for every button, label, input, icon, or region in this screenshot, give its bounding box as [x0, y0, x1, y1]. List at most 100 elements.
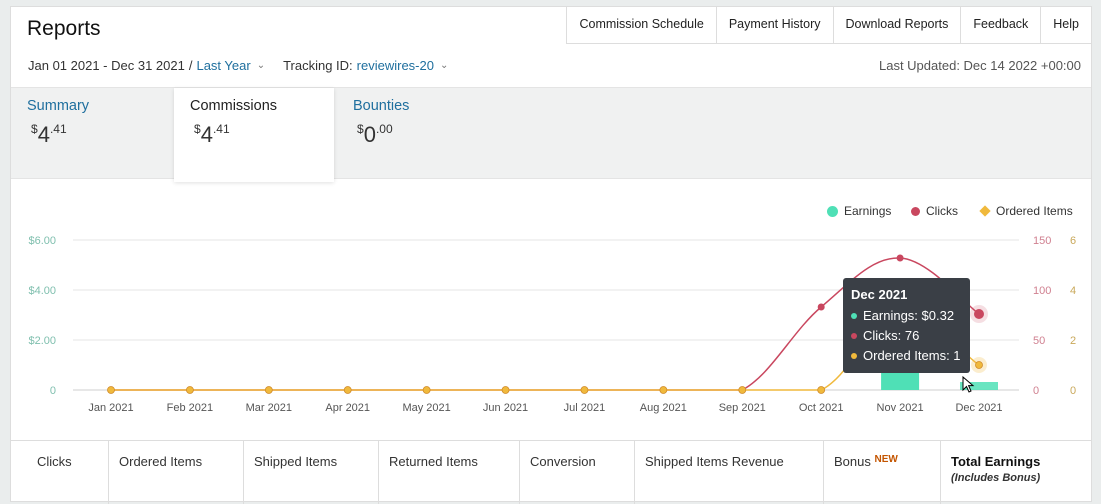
summary-amount: $4.41	[31, 122, 67, 148]
reports-panel: Reports Commission Schedule Payment Hist…	[10, 6, 1092, 504]
bounties-currency: $	[357, 122, 364, 136]
summary-whole: 4	[37, 122, 50, 147]
x-tick-label: Jun 2021	[483, 402, 528, 414]
y-right-clicks-tick-label: 100	[1033, 285, 1051, 297]
ordered-items-point	[817, 386, 826, 394]
y-right-ordered-tick-label: 6	[1070, 235, 1076, 247]
tooltip-clicks: Clicks: 76	[863, 328, 920, 343]
feedback-link[interactable]: Feedback	[961, 7, 1042, 43]
help-link[interactable]: Help	[1053, 17, 1079, 31]
tooltip-earnings-dot	[851, 312, 857, 319]
tooltip-clicks-dot	[851, 332, 857, 339]
ordered-items-point	[501, 386, 510, 394]
chart-tooltip: Dec 2021 Earnings: $0.32 Clicks: 76 Orde…	[843, 278, 970, 373]
ordered-items-point	[343, 386, 352, 394]
payment-history-link[interactable]: Payment History	[717, 7, 834, 43]
top-nav: Commission Schedule Payment History Down…	[566, 7, 1091, 44]
bounties-whole: 0	[363, 122, 376, 147]
y-left-tick-label: 0	[50, 385, 56, 397]
legend-ordered-items[interactable]: Ordered Items	[979, 204, 1073, 218]
tracking-id-dropdown[interactable]: reviewires-20	[356, 58, 434, 73]
tooltip-ordered-dot	[851, 352, 857, 359]
commissions-currency: $	[194, 122, 201, 136]
x-tick-label: Apr 2021	[325, 402, 370, 414]
earnings-chart: $6.00 $4.00 $2.00 0 150 100 50 0 6 4 2 0 Jan 2021 Feb…	[28, 235, 1076, 414]
bounties-cents: .00	[375, 122, 393, 136]
col-shipped-items-revenue[interactable]: Shipped Items Revenue	[635, 441, 824, 504]
date-preset-dropdown[interactable]: Last Year	[196, 58, 251, 73]
legend-earnings-label: Earnings	[844, 204, 892, 218]
legend-clicks[interactable]: Clicks	[911, 204, 958, 218]
summary-currency: $	[31, 122, 38, 136]
col-bonus[interactable]: Bonus NEW	[824, 441, 941, 504]
download-reports-link[interactable]: Download Reports	[834, 7, 962, 43]
tab-bounties[interactable]: Bounties $0.00	[337, 88, 497, 178]
tooltip-clicks-row: Clicks: 76	[851, 328, 919, 343]
col-conversion-label: Conversion	[530, 454, 596, 469]
y-left-tick-label: $4.00	[28, 285, 56, 297]
tab-commissions-label: Commissions	[190, 98, 278, 114]
ordered-items-point	[107, 386, 115, 394]
legend-ordered-label: Ordered Items	[996, 204, 1073, 218]
metrics-table-header: Clicks Ordered Items Shipped Items Retur…	[11, 440, 1091, 504]
last-updated-text: Last Updated: Dec 14 2022 +00:00	[878, 58, 1081, 73]
y-left-tick-label: $6.00	[28, 235, 56, 247]
x-tick-label: Jul 2021	[564, 402, 606, 414]
new-badge: NEW	[874, 454, 898, 465]
summary-cents: .41	[49, 122, 67, 136]
tooltip-ordered: Ordered Items: 1	[863, 348, 961, 363]
col-clicks-label: Clicks	[37, 454, 72, 469]
y-right-ordered-tick-label: 0	[1070, 385, 1076, 397]
col-total-earnings-sub: (Includes Bonus)	[951, 472, 1041, 484]
col-clicks[interactable]: Clicks	[11, 441, 109, 504]
col-ordered-items[interactable]: Ordered Items	[109, 441, 244, 504]
ordered-items-point	[580, 386, 589, 394]
col-total-earnings[interactable]: Total Earnings (Includes Bonus)	[941, 441, 1091, 504]
col-shipped-items-label: Shipped Items	[254, 454, 338, 469]
y-right-clicks-tick-label: 150	[1033, 235, 1051, 247]
x-tick-label: Jan 2021	[88, 402, 133, 414]
page-title: Reports	[27, 17, 101, 40]
tab-summary[interactable]: Summary $4.41	[11, 88, 173, 178]
ordered-items-point	[738, 386, 747, 394]
earnings-bar	[960, 382, 998, 390]
bounties-amount: $0.00	[357, 122, 393, 148]
col-shipped-revenue-label: Shipped Items Revenue	[645, 454, 784, 469]
legend-clicks-swatch	[911, 206, 920, 216]
report-tabs: Summary $4.41 Commissions $4.41 Bounties…	[11, 87, 1091, 182]
commission-schedule-link[interactable]: Commission Schedule	[567, 7, 717, 43]
clicks-point	[817, 303, 825, 311]
ordered-items-point	[975, 361, 983, 369]
ordered-items-point	[659, 386, 668, 394]
chevron-down-icon[interactable]: ⌄	[256, 60, 266, 71]
x-tick-label: Sep 2021	[719, 402, 766, 414]
col-conversion[interactable]: Conversion	[520, 441, 635, 504]
tooltip-earnings-row: Earnings: $0.32	[851, 308, 954, 323]
ordered-items-point	[186, 386, 194, 394]
ordered-items-point	[264, 386, 273, 394]
commissions-amount: $4.41	[194, 122, 230, 148]
y-right-ordered-tick-label: 4	[1070, 285, 1076, 297]
date-range-text: Jan 01 2021 - Dec 31 2021	[28, 58, 185, 73]
tab-summary-label: Summary	[27, 98, 90, 114]
chevron-down-icon[interactable]: ⌄	[439, 60, 449, 71]
clicks-point	[896, 254, 904, 262]
col-ordered-items-label: Ordered Items	[119, 454, 203, 469]
x-tick-label: May 2021	[402, 402, 450, 414]
legend-clicks-label: Clicks	[926, 204, 958, 218]
tracking-id-label: Tracking ID:	[283, 58, 353, 73]
x-tick-label: Aug 2021	[640, 402, 687, 414]
col-bonus-label: Bonus	[834, 454, 871, 469]
y-left-tick-label: $2.00	[28, 335, 56, 347]
ordered-items-point	[422, 386, 431, 394]
col-shipped-items[interactable]: Shipped Items	[244, 441, 379, 504]
x-tick-label: Feb 2021	[167, 402, 213, 414]
y-right-clicks-tick-label: 0	[1033, 385, 1039, 397]
legend-earnings[interactable]: Earnings	[827, 204, 891, 218]
x-tick-label: Nov 2021	[877, 402, 924, 414]
col-returned-items[interactable]: Returned Items	[379, 441, 520, 504]
x-tick-label: Mar 2021	[246, 402, 292, 414]
clicks-point	[974, 309, 984, 319]
x-tick-label: Dec 2021	[955, 402, 1002, 414]
tab-commissions[interactable]: Commissions $4.41	[174, 88, 334, 182]
